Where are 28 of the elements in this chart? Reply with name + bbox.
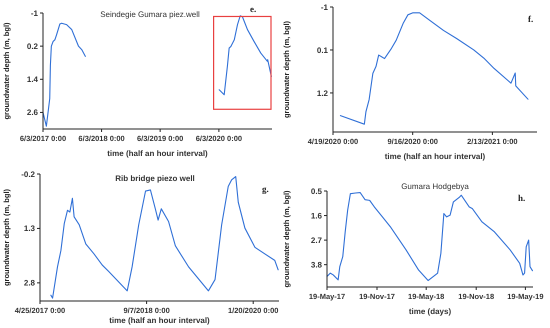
y-tick-label: 1.2 [316, 88, 329, 98]
annotation: g. [262, 184, 269, 194]
y-tick-label: -0.2 [21, 170, 36, 179]
chart-title: Gumara Hodgebya [401, 182, 470, 191]
y-tick-label: 0.1 [316, 46, 329, 55]
y-tick-label: 1.4 [26, 75, 39, 84]
x-axis-title: time (days) [408, 307, 452, 316]
y-tick-label: 1.6 [310, 211, 323, 220]
chart-title: Seindegie Gumara piez.well [100, 10, 200, 19]
line-series [340, 12, 529, 125]
x-axis-title: time (half an hour interval) [107, 149, 208, 158]
annotation: f. [528, 14, 534, 24]
y-tick-label: -1 [320, 2, 329, 12]
line-series [326, 192, 534, 282]
y-tick-label: 2.6 [26, 108, 39, 118]
y-tick-label: 2.8 [24, 278, 36, 288]
line-series [50, 176, 279, 299]
y-tick-label: 2.7 [310, 236, 323, 245]
annotation: e. [250, 4, 256, 14]
x-axis-title: time (half an hour interval) [109, 316, 210, 325]
y-tick-label: 0.5 [310, 186, 323, 196]
y-tick-label: 3.8 [310, 260, 323, 270]
chart-title: Rib bridge piezo well [115, 174, 195, 183]
y-tick-label: 1.3 [24, 224, 36, 234]
annotation: h. [518, 193, 526, 203]
y-tick-label: -1 [30, 8, 39, 18]
y-tick-label: 0.2 [26, 42, 39, 51]
x-axis-title: time (half an hour interval) [384, 152, 486, 161]
